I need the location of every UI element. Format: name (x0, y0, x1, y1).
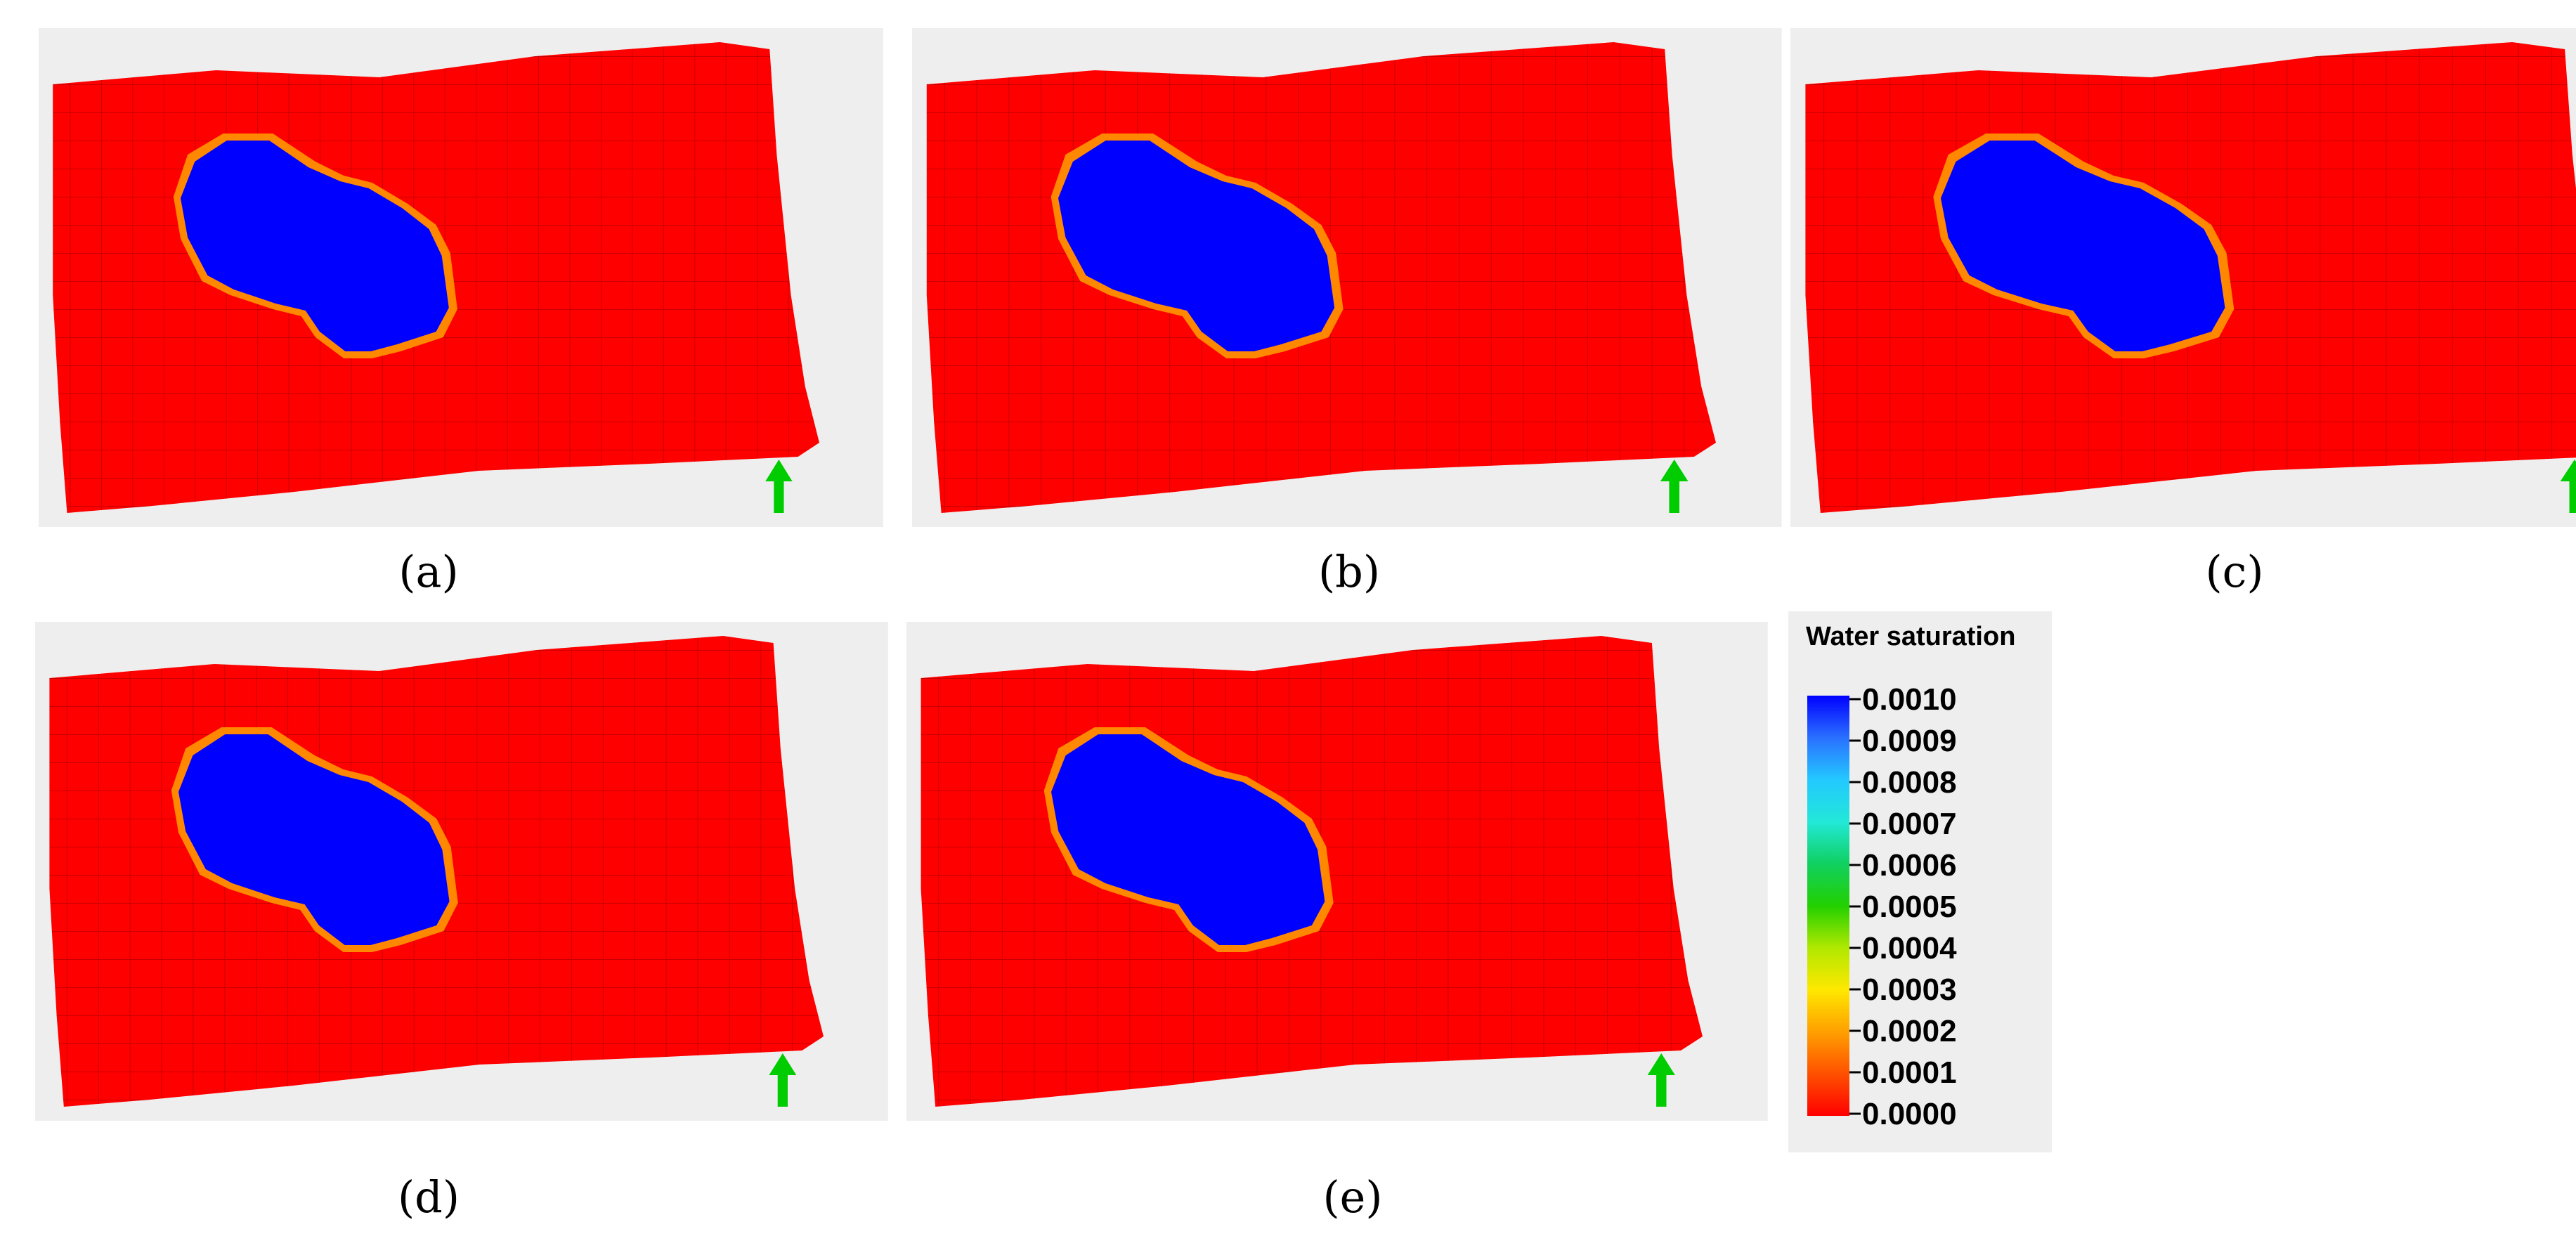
legend-tick-label: 0.0008 (1862, 765, 1957, 800)
panel-c: (c) (1790, 28, 2576, 597)
legend-colorbar (1807, 696, 1849, 1116)
panel-b: (b) (912, 28, 1782, 597)
panel-a-label: (a) (398, 546, 458, 597)
legend-tick-label: 0.0010 (1862, 682, 1957, 717)
legend-tick-label: 0.0002 (1862, 1014, 1957, 1048)
legend: Water saturation 0.0010 0.0009 0.0008 0.000… (1788, 611, 2052, 1152)
legend-tick-label: 0.0000 (1862, 1097, 1957, 1131)
legend-tick-label: 0.0006 (1862, 848, 1957, 883)
panel-e-label: (e) (1322, 1171, 1382, 1223)
panel-d-label: (d) (398, 1171, 460, 1223)
legend-tick-label: 0.0001 (1862, 1055, 1957, 1090)
panel-e: (e) (906, 622, 1768, 1223)
legend-tick-label: 0.0003 (1862, 972, 1957, 1007)
legend-tick-label: 0.0007 (1862, 807, 1957, 841)
legend-ticks: 0.0010 0.0009 0.0008 0.0007 0.0006 0.0005 0.00… (1849, 682, 1957, 1131)
panel-d: (d) (35, 622, 888, 1223)
legend-title: Water saturation (1806, 622, 2015, 651)
panel-a: (a) (39, 28, 883, 597)
panel-b-label: (b) (1318, 546, 1380, 597)
panel-c-label: (c) (2205, 546, 2263, 597)
legend-tick-label: 0.0004 (1862, 931, 1957, 965)
legend-tick-label: 0.0009 (1862, 724, 1957, 758)
legend-tick-label: 0.0005 (1862, 890, 1957, 924)
